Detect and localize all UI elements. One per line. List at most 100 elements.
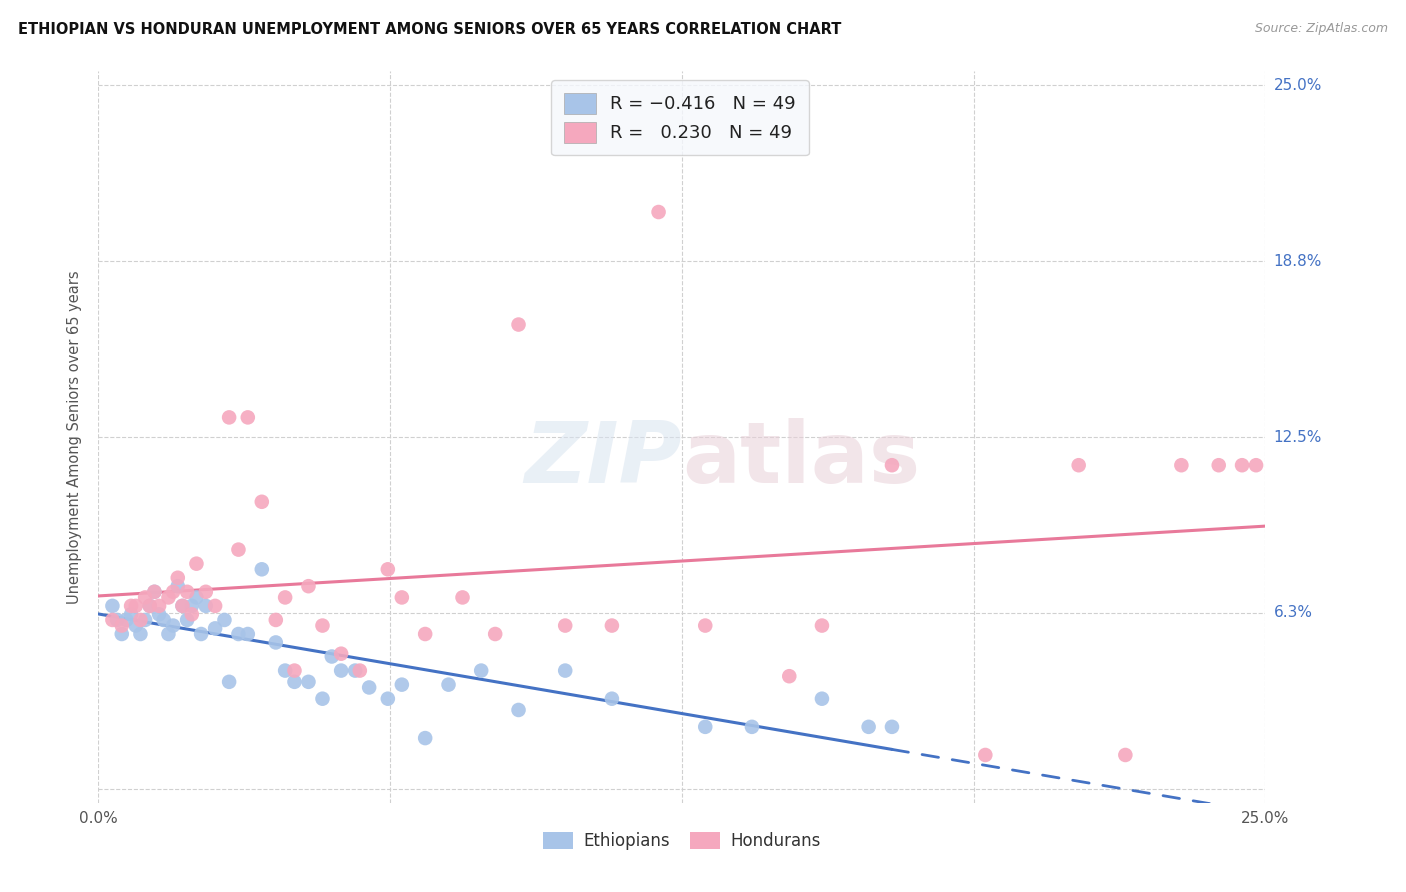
Point (166, 571, 188, 585)
Point (101, 613, 124, 627)
Text: atlas: atlas (682, 417, 920, 500)
Text: 12.5%: 12.5% (1274, 430, 1322, 444)
Point (554, 618, 576, 632)
Point (176, 584, 198, 599)
Point (172, 599, 194, 613)
Point (157, 591, 180, 605)
Point (413, 731, 436, 745)
Point (778, 669, 800, 683)
Point (695, 618, 717, 632)
Point (1114, 747, 1136, 762)
Point (344, 664, 367, 678)
Point (647, 205, 669, 219)
Point (236, 410, 259, 425)
Point (880, 720, 903, 734)
Point (134, 613, 156, 627)
Point (218, 410, 240, 425)
Text: ZIP: ZIP (524, 417, 682, 500)
Text: ETHIOPIAN VS HONDURAN UNEMPLOYMENT AMONG SENIORS OVER 65 YEARS CORRELATION CHART: ETHIOPIAN VS HONDURAN UNEMPLOYMENT AMONG… (18, 22, 842, 37)
Point (297, 579, 319, 593)
Point (811, 691, 834, 706)
Point (359, 681, 381, 695)
Point (204, 599, 226, 613)
Legend: Ethiopians, Hondurans: Ethiopians, Hondurans (537, 825, 827, 856)
Point (162, 584, 184, 599)
Point (186, 591, 208, 605)
Point (283, 674, 305, 689)
Point (111, 618, 134, 632)
Point (148, 599, 170, 613)
Point (554, 664, 576, 678)
Point (148, 607, 170, 622)
Point (508, 318, 530, 332)
Point (190, 627, 212, 641)
Point (264, 635, 287, 649)
Point (162, 618, 184, 632)
Point (228, 542, 250, 557)
Point (349, 664, 371, 678)
Point (470, 664, 492, 678)
Point (143, 584, 166, 599)
Point (139, 599, 162, 613)
Point (236, 627, 259, 641)
Point (105, 613, 128, 627)
Point (152, 613, 174, 627)
Point (111, 627, 134, 641)
Point (880, 458, 903, 473)
Point (600, 618, 623, 632)
Point (101, 599, 124, 613)
Point (858, 720, 880, 734)
Point (143, 584, 166, 599)
Point (321, 649, 343, 664)
Point (139, 599, 162, 613)
Point (194, 584, 217, 599)
Point (297, 674, 319, 689)
Point (283, 664, 305, 678)
Point (186, 557, 208, 571)
Point (377, 691, 399, 706)
Point (194, 599, 217, 613)
Point (391, 591, 413, 605)
Point (741, 720, 763, 734)
Point (1230, 458, 1253, 473)
Point (250, 495, 273, 509)
Point (1208, 458, 1230, 473)
Point (134, 591, 156, 605)
Point (115, 613, 138, 627)
Text: Source: ZipAtlas.com: Source: ZipAtlas.com (1254, 22, 1388, 36)
Y-axis label: Unemployment Among Seniors over 65 years: Unemployment Among Seniors over 65 years (66, 270, 82, 604)
Point (1067, 458, 1090, 473)
Point (600, 691, 623, 706)
Point (508, 703, 530, 717)
Point (274, 664, 297, 678)
Point (157, 627, 180, 641)
Point (129, 627, 152, 641)
Point (695, 720, 717, 734)
Point (437, 678, 460, 692)
Point (1170, 458, 1192, 473)
Point (176, 613, 198, 627)
Point (484, 627, 506, 641)
Point (214, 613, 236, 627)
Point (311, 691, 333, 706)
Point (180, 607, 202, 622)
Point (125, 599, 148, 613)
Text: 6.3%: 6.3% (1274, 606, 1313, 621)
Point (250, 562, 273, 576)
Point (811, 618, 834, 632)
Point (172, 599, 194, 613)
Point (451, 591, 474, 605)
Text: 25.0%: 25.0% (1274, 78, 1322, 93)
Point (1244, 458, 1267, 473)
Point (377, 562, 399, 576)
Point (391, 678, 413, 692)
Point (180, 599, 202, 613)
Point (120, 599, 142, 613)
Point (166, 579, 188, 593)
Point (228, 627, 250, 641)
Text: 18.8%: 18.8% (1274, 253, 1322, 268)
Point (125, 618, 148, 632)
Point (330, 664, 353, 678)
Point (264, 613, 287, 627)
Point (311, 618, 333, 632)
